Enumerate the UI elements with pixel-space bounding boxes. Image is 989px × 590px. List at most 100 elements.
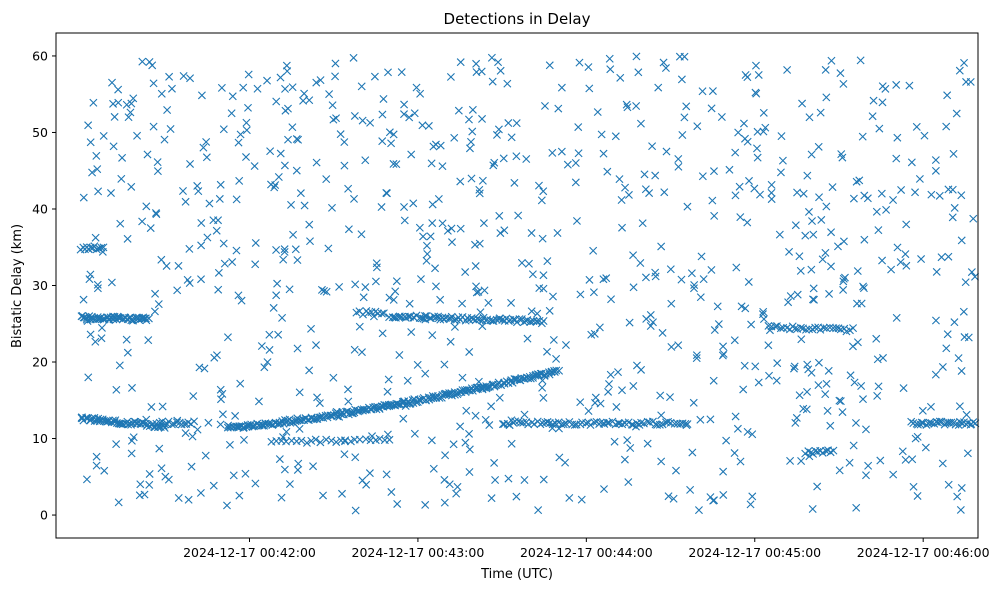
detection-point	[961, 278, 970, 287]
detection-point	[872, 207, 881, 216]
detection-point	[902, 261, 911, 270]
detection-point	[141, 314, 150, 323]
detection-point	[534, 506, 543, 515]
detection-point	[431, 264, 440, 273]
detection-point	[624, 478, 633, 487]
detection-point	[475, 189, 484, 198]
detection-point	[667, 342, 676, 351]
detection-point	[548, 424, 557, 433]
detection-point	[97, 334, 106, 343]
detection-point	[818, 255, 827, 264]
detection-point	[719, 342, 728, 351]
detection-point	[454, 106, 463, 115]
detection-point	[908, 455, 917, 464]
detection-point	[409, 199, 418, 208]
detection-point	[838, 153, 847, 162]
detection-point	[529, 317, 538, 326]
detection-point	[692, 354, 701, 363]
detection-point	[487, 53, 496, 62]
detection-point	[725, 165, 734, 174]
detection-point	[836, 69, 845, 78]
detection-point	[279, 433, 288, 442]
detection-point	[216, 385, 225, 394]
detection-point	[717, 113, 726, 121]
detection-point	[571, 158, 580, 167]
detection-point	[655, 420, 664, 429]
detection-point	[115, 361, 124, 370]
detection-point	[387, 139, 396, 148]
detection-point	[384, 400, 393, 409]
detection-point	[316, 438, 325, 447]
detection-point	[450, 322, 459, 331]
detection-point	[307, 436, 316, 445]
detection-point	[462, 406, 471, 415]
detection-point	[599, 149, 608, 158]
detection-point	[947, 418, 956, 427]
detection-point	[527, 307, 536, 316]
detection-point	[921, 443, 930, 452]
detection-point	[263, 76, 272, 85]
detection-point	[783, 65, 792, 74]
detection-point	[744, 277, 753, 286]
detection-point	[893, 133, 902, 142]
detection-point	[499, 154, 508, 163]
detection-point	[235, 491, 244, 500]
detection-point	[683, 202, 692, 211]
detection-point	[357, 82, 366, 91]
detection-point	[490, 158, 499, 167]
detection-point	[797, 335, 806, 344]
detection-point	[698, 87, 707, 96]
detection-point	[664, 417, 673, 426]
detection-point	[391, 287, 400, 296]
detection-point	[179, 71, 188, 80]
detection-point	[397, 68, 406, 77]
detection-point	[776, 324, 785, 333]
detection-point	[960, 58, 969, 67]
detection-point	[471, 240, 479, 249]
detection-point	[423, 250, 432, 258]
detection-point	[292, 166, 301, 175]
detection-point	[527, 229, 536, 238]
detection-point	[764, 341, 773, 350]
detection-point	[443, 226, 452, 235]
detection-point	[236, 130, 245, 139]
detection-point	[458, 299, 467, 308]
detection-point	[859, 395, 867, 404]
detection-point	[267, 180, 275, 189]
detection-point	[496, 229, 505, 238]
detection-point	[512, 152, 521, 161]
detection-point	[251, 238, 260, 247]
detection-point	[835, 396, 844, 405]
detection-point	[165, 72, 174, 81]
detection-point	[846, 371, 855, 380]
detection-point	[296, 416, 305, 425]
detection-point	[537, 196, 546, 205]
detection-point	[674, 341, 683, 350]
detection-point	[153, 423, 162, 432]
detection-point	[949, 149, 958, 158]
detection-point	[92, 461, 101, 470]
detection-point	[533, 317, 542, 326]
detection-point	[875, 124, 884, 133]
detection-point	[962, 410, 971, 419]
detection-point	[590, 418, 599, 427]
detection-point	[589, 246, 598, 255]
detection-point	[791, 418, 800, 427]
detection-point	[816, 108, 825, 117]
detection-point	[164, 475, 173, 484]
detection-point	[737, 302, 746, 311]
detection-point	[84, 373, 93, 382]
detection-point	[500, 226, 509, 235]
detection-point	[315, 399, 324, 408]
detection-point	[91, 337, 100, 346]
detection-point	[959, 307, 968, 316]
detection-point	[637, 418, 646, 427]
detection-point	[146, 224, 155, 233]
detection-point	[281, 84, 290, 93]
detection-point	[498, 315, 507, 324]
detection-point	[667, 299, 676, 308]
detection-point	[291, 245, 300, 254]
detection-point	[539, 393, 548, 402]
detection-point	[307, 324, 316, 333]
detection-point	[707, 265, 716, 274]
